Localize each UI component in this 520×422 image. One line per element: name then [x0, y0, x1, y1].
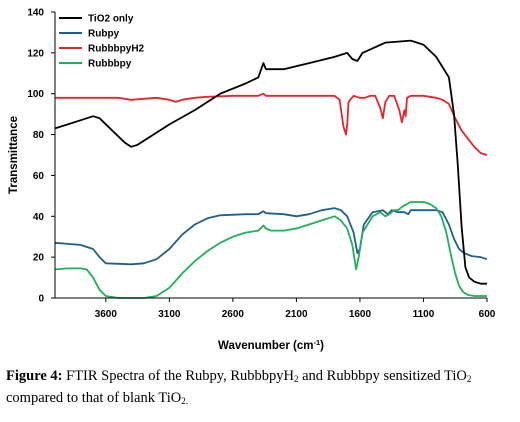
series-lines: [54, 39, 488, 299]
x-tick-labels: 3600 3100 2600 2100 1600 1100 600: [95, 298, 496, 320]
legend-label: Rubpy: [88, 29, 120, 40]
legend-label: Rubbbpy: [88, 59, 132, 70]
x-tick-label: 2100: [285, 309, 308, 320]
x-axis-title-sup: -1: [313, 338, 320, 347]
caption-sub-3: 2.: [181, 396, 188, 406]
caption-sub-1: 2: [293, 374, 299, 384]
series-line-rubbbpyh2: [55, 92, 488, 156]
x-axis-title-main: Wavenumber (cm: [218, 340, 313, 352]
y-tick-label: 120: [27, 48, 44, 59]
caption-text-3: compared to that of blank TiO: [6, 390, 182, 406]
caption-sub-2: 2: [466, 374, 472, 384]
x-tick-label: 3100: [158, 309, 181, 320]
ftir-chart: 0 20 40 60 80 100 120 140 3600 3100 2600 2100 1600 1…: [8, 8, 496, 353]
legend-label: TiO2 only: [88, 14, 134, 25]
series-line-rubpy: [54, 207, 488, 266]
x-tick-label: 1100: [413, 309, 435, 320]
legend-label: RubbbpyH2: [88, 44, 145, 55]
figure-caption: Figure 4: FTIR Spectra of the Rubpy, Rub…: [6, 365, 518, 409]
series-line-tio2-only: [54, 39, 487, 285]
y-axis-title: Transmittance: [8, 116, 20, 194]
y-tick-label: 140: [27, 8, 44, 19]
y-tick-label: 80: [33, 130, 45, 141]
x-axis-title: Wavenumber (cm-1): [218, 338, 324, 352]
x-tick-label: 3600: [95, 309, 118, 320]
x-tick-label: 2600: [222, 309, 245, 320]
y-tick-labels: 0 20 40 60 80 100 120 140: [27, 8, 55, 305]
caption-text-1: FTIR Spectra of the Rubpy, RubbbpyH: [62, 368, 294, 384]
x-tick-label: 600: [479, 309, 496, 320]
y-tick-label: 60: [33, 171, 45, 182]
x-tick-label: 1600: [349, 309, 372, 320]
legend: TiO2 only Rubpy RubbbpyH2 Rubbbpy: [59, 14, 145, 70]
y-tick-label: 20: [33, 253, 45, 264]
caption-text-2: and Rubbbpy sensitized TiO: [298, 368, 467, 384]
caption-label: Figure 4:: [6, 368, 63, 384]
y-tick-label: 40: [33, 212, 45, 223]
y-tick-label: 0: [38, 294, 44, 305]
series-line-rubbbpy: [54, 201, 487, 299]
x-axis-title-close: ): [320, 340, 324, 352]
y-tick-label: 100: [27, 89, 44, 100]
